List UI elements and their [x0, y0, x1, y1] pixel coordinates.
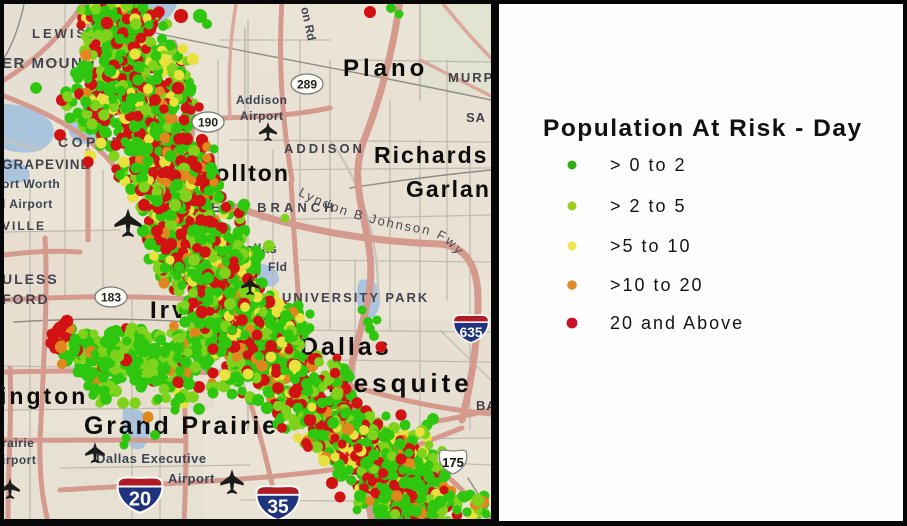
svg-text:190: 190 — [198, 116, 218, 130]
svg-text:BA: BA — [476, 398, 497, 413]
svg-text:Addison: Addison — [236, 93, 288, 107]
svg-text:> 2 to 5: > 2 to 5 — [610, 196, 687, 216]
svg-text:Population At Risk - Day: Population At Risk - Day — [543, 115, 863, 142]
svg-text:20 and Above: 20 and Above — [610, 313, 744, 333]
svg-text:on Rd: on Rd — [298, 6, 319, 42]
svg-text:SA: SA — [466, 110, 486, 125]
svg-text:VILLE: VILLE — [2, 219, 46, 233]
svg-text:FORD: FORD — [2, 291, 50, 307]
svg-text:GRAPEVINE: GRAPEVINE — [2, 157, 91, 172]
svg-text:l Airport: l Airport — [2, 197, 53, 211]
svg-text:Airport: Airport — [240, 109, 284, 123]
svg-text:> 0 to 2: > 0 to 2 — [610, 155, 687, 175]
svg-text:irport: irport — [2, 453, 36, 467]
svg-text:Richards: Richards — [374, 142, 488, 168]
svg-text:Dallas Executive: Dallas Executive — [96, 451, 207, 466]
svg-text:>10 to 20: >10 to 20 — [610, 275, 704, 295]
svg-text:MURP: MURP — [448, 70, 494, 85]
svg-text:ort Worth: ort Worth — [2, 177, 60, 191]
svg-text:289: 289 — [297, 78, 317, 92]
svg-text:>5 to 10: >5 to 10 — [610, 236, 692, 256]
svg-text:Grand Prairie: Grand Prairie — [84, 412, 279, 440]
svg-text:Garlan: Garlan — [406, 176, 491, 202]
svg-text:635: 635 — [460, 325, 483, 340]
svg-text:Plano: Plano — [343, 55, 428, 82]
svg-text:UNIVERSITY PARK: UNIVERSITY PARK — [282, 290, 429, 305]
svg-text:Airport: Airport — [168, 471, 215, 486]
svg-text:20: 20 — [129, 488, 151, 510]
svg-text:175: 175 — [442, 455, 464, 470]
svg-text:ULESS: ULESS — [2, 271, 59, 287]
svg-text:Fld: Fld — [268, 260, 288, 274]
svg-text:rairie: rairie — [2, 436, 34, 450]
svg-text:183: 183 — [101, 291, 121, 305]
svg-text:ington: ington — [0, 383, 88, 409]
svg-text:ER MOUND: ER MOUND — [2, 55, 96, 72]
svg-text:ADDISON: ADDISON — [284, 141, 365, 156]
svg-text:35: 35 — [267, 497, 289, 518]
